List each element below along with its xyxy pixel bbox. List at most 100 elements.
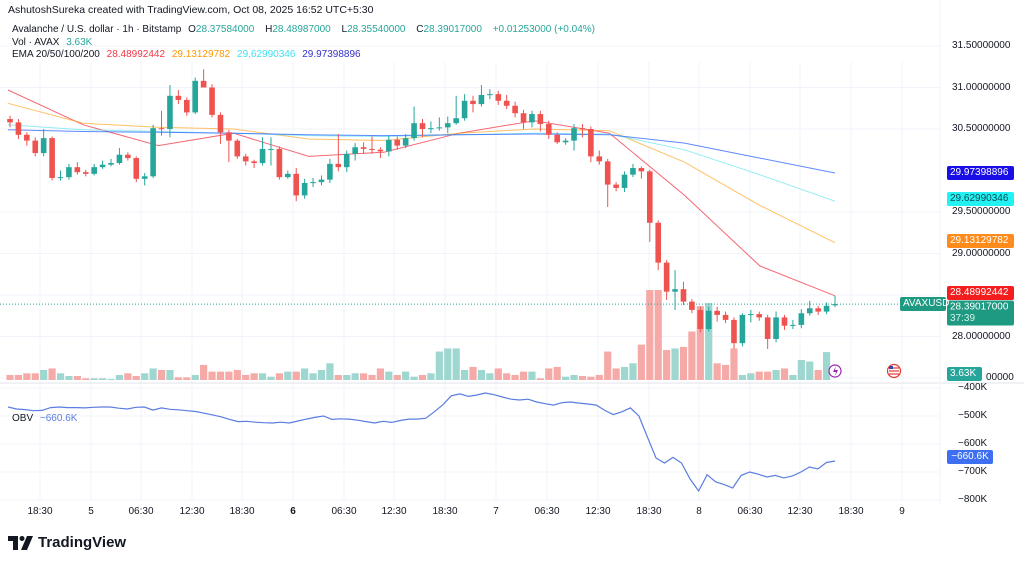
obv-tick-label: −800K — [958, 494, 988, 505]
tradingview-logo[interactable]: TradingView — [8, 534, 126, 551]
volume-bar — [797, 360, 805, 380]
candle-body — [436, 127, 443, 129]
volume-bar — [806, 361, 814, 380]
volume-bar — [553, 366, 561, 380]
candle-body — [158, 128, 165, 130]
candle-body — [217, 114, 224, 133]
volume-bar — [258, 373, 267, 380]
volume-bar — [90, 378, 98, 380]
candle-body — [125, 154, 131, 159]
candle-body — [621, 174, 628, 188]
volume-bar — [814, 370, 822, 380]
obv-label: OBV — [12, 413, 34, 424]
candle-body — [402, 138, 409, 146]
volume-bar — [368, 375, 376, 380]
change-value: +0.01253000 (+0.04%) — [492, 24, 595, 35]
obv-tick-label: −400K — [958, 382, 988, 393]
volume-bar — [696, 306, 704, 380]
candle-body — [697, 309, 704, 330]
volume-bar — [721, 364, 730, 380]
ema50-value: 29.13129782 — [171, 49, 231, 60]
volume-bar — [267, 376, 275, 380]
ema-line-ema20 — [7, 89, 836, 297]
time-tick-label: 06:30 — [534, 506, 560, 517]
candle-body — [478, 94, 485, 105]
price-tick-label: 29.00000000 — [952, 247, 1011, 259]
candle-body — [756, 314, 763, 318]
candle-body — [141, 176, 148, 179]
volume-bar — [570, 375, 578, 380]
candle-body — [66, 167, 72, 178]
candle-body — [680, 289, 687, 302]
low-value: 28.35540000 — [347, 24, 406, 35]
volume-bar — [216, 371, 225, 380]
obv-tick-label: −600K — [958, 438, 988, 449]
symbol-tag[interactable]: AVAXUSD — [900, 297, 949, 312]
volume-bar — [174, 377, 182, 380]
candle-body — [630, 168, 636, 175]
volume-bar — [385, 371, 393, 380]
price-tick-label: 30.50000000 — [952, 123, 1011, 134]
volume-bar — [48, 368, 56, 380]
candle-body — [82, 172, 89, 174]
ema-legend[interactable]: EMA 20/50/100/200 28.48992442 29.1312978… — [12, 49, 365, 60]
ema-price-tag: 29.13129782 — [947, 233, 1014, 248]
candle-body — [529, 114, 535, 123]
candle-body — [369, 148, 375, 150]
candle-body — [192, 80, 199, 113]
candle-body — [562, 140, 569, 143]
candle-body — [310, 182, 316, 184]
candle-body — [276, 148, 283, 178]
volume-bar — [31, 373, 39, 380]
volume-bar — [56, 373, 65, 380]
candle-body — [588, 129, 594, 157]
candle-body — [714, 310, 720, 315]
volume-bar — [343, 375, 351, 380]
chart-credit: AshutoshSureka created with TradingView.… — [8, 4, 374, 16]
candle-body — [444, 123, 451, 128]
candle-body — [663, 262, 670, 292]
volume-bar — [587, 376, 595, 380]
volume-bar — [124, 373, 132, 380]
candle-body — [495, 94, 502, 101]
volume-bar — [822, 352, 831, 380]
symbol-title[interactable]: Avalanche / U.S. dollar · 1h · Bitstamp — [12, 24, 182, 35]
volume-bar — [503, 373, 511, 380]
candle-body — [150, 128, 156, 177]
candle-body — [251, 161, 257, 164]
obv-line — [7, 392, 836, 493]
volume-bar — [545, 368, 553, 380]
volume-bar — [688, 331, 696, 380]
obv-legend[interactable]: OBV −660.6K — [12, 413, 81, 424]
volume-bar — [511, 375, 519, 380]
volume-legend[interactable]: Vol · AVAX 3.63K — [12, 37, 96, 48]
candle-body — [554, 134, 560, 143]
volume-bar — [663, 350, 671, 380]
volume-bar — [536, 378, 544, 380]
obv-tick-label: −700K — [958, 466, 988, 477]
time-tick-label: 12:30 — [787, 506, 813, 517]
volume-bar — [326, 363, 334, 380]
volume-bar — [208, 371, 216, 380]
volume-bar — [166, 370, 174, 380]
volume-bar — [604, 351, 612, 380]
candle-body — [512, 105, 518, 114]
obv-value-tag: −660.6K — [947, 449, 993, 464]
volume-bar — [149, 368, 157, 380]
volume-bar — [595, 375, 603, 380]
ema200-value: 29.97398896 — [302, 49, 361, 60]
obv-value: −660.6K — [39, 413, 78, 424]
candle-body — [722, 314, 729, 320]
volume-bar — [292, 371, 300, 380]
volume-bar — [183, 377, 191, 380]
candle-body — [301, 182, 308, 196]
candle-body — [7, 119, 13, 123]
time-tick-label: 12:30 — [381, 506, 407, 517]
volume-label: Vol · AVAX — [12, 37, 60, 48]
volume-bar — [435, 351, 443, 380]
countdown-timer: 37:39 — [950, 313, 976, 325]
volume-bar — [157, 370, 166, 380]
candle-body — [183, 99, 190, 113]
volume-bar — [562, 376, 570, 380]
